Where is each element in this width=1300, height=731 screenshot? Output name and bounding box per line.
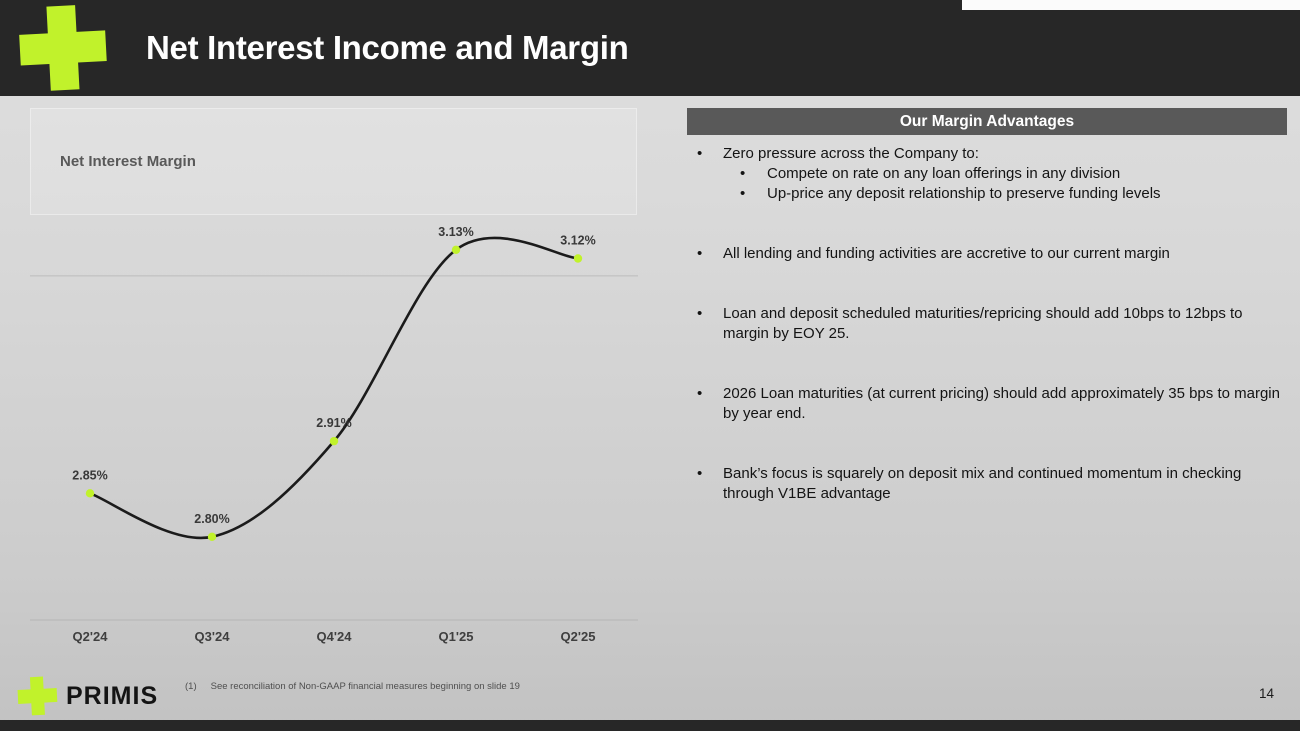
chart-title-panel: Net Interest Margin <box>30 108 637 215</box>
sub-bullet-text: Compete on rate on any loan offerings in… <box>767 165 1121 182</box>
point-label: 3.13% <box>438 225 473 239</box>
footnote: (1) See reconciliation of Non-GAAP financ… <box>185 681 520 692</box>
x-axis-label: Q4'24 <box>317 629 353 644</box>
bullet-item: • Bank’s focus is squarely on deposit mix… <box>687 464 1287 504</box>
chart-marker <box>573 254 583 263</box>
point-label: 2.91% <box>316 416 351 430</box>
bullet-text: 2026 Loan maturities (at current pricing… <box>723 385 1280 422</box>
bullet-text: Bank’s focus is squarely on deposit mix … <box>723 465 1242 502</box>
chart-marker <box>451 245 461 254</box>
advantages-header: Our Margin Advantages <box>687 108 1287 135</box>
x-axis-label: Q2'24 <box>73 629 109 644</box>
primis-plus-small-icon <box>17 676 58 716</box>
advantages-title: Our Margin Advantages <box>899 112 1075 130</box>
header-bar <box>0 0 1300 96</box>
advantages-list: • Zero pressure across the Company to: • Co… <box>687 144 1287 544</box>
page-number: 14 <box>1258 686 1274 701</box>
footnote-number: (1) <box>185 681 197 692</box>
bullet-item: • Zero pressure across the Company to: <box>687 144 1287 164</box>
page-title: Net Interest Income and Margin <box>146 29 629 66</box>
bullet-group: • Bank’s focus is squarely on deposit mix… <box>687 464 1287 504</box>
bullet-text: Zero pressure across the Company to: <box>723 145 979 162</box>
bullet-item: • 2026 Loan maturities (at current pricin… <box>687 384 1287 424</box>
bullet-dot: • <box>697 465 703 482</box>
x-axis-label: Q2'25 <box>561 629 596 644</box>
bullet-group: • Zero pressure across the Company to: • Co… <box>687 144 1287 204</box>
bullet-group: • All lending and funding activities are … <box>687 244 1287 264</box>
bullet-group: • 2026 Loan maturities (at current pricin… <box>687 384 1287 424</box>
bullet-dot: • <box>697 385 703 402</box>
bottom-bar <box>0 720 1300 731</box>
point-label: 3.12% <box>560 233 595 247</box>
sub-bullet-text: Up-price any deposit relationship to pre… <box>767 185 1161 202</box>
point-label: 2.85% <box>72 468 107 482</box>
chart-marker <box>207 532 217 542</box>
sub-bullet-item: • Up-price any deposit relationship to pr… <box>687 184 1287 204</box>
bullet-dot: • <box>697 145 703 162</box>
point-label: 2.80% <box>194 512 229 526</box>
bullet-item: • All lending and funding activities are … <box>687 244 1287 264</box>
bullet-dot: • <box>697 305 703 322</box>
x-axis-label: Q3'24 <box>195 629 231 644</box>
bullet-text: Loan and deposit scheduled maturities/re… <box>723 305 1243 342</box>
bullet-dot: • <box>697 245 703 262</box>
chart-title: Net Interest Margin <box>60 153 196 170</box>
brand-text: PRIMIS <box>66 681 159 710</box>
bullet-dot: • <box>740 185 746 202</box>
chart-line <box>88 236 580 540</box>
bullet-item: • Loan and deposit scheduled maturities/r… <box>687 304 1287 344</box>
nim-chart: 2.85% Q2'24 2.80% Q3'24 2.91% Q4'24 3.13% Q1'25… <box>30 225 638 644</box>
bullet-dot: • <box>740 165 746 182</box>
primis-plus-icon <box>19 5 107 91</box>
chart-marker <box>85 489 95 498</box>
sub-bullet-item: • Compete on rate on any loan offerings i… <box>687 164 1287 184</box>
footnote-text: See reconciliation of Non-GAAP financial… <box>210 681 520 692</box>
bullet-group: • Loan and deposit scheduled maturities/r… <box>687 304 1287 344</box>
bullet-text: All lending and funding activities are a… <box>723 245 1170 262</box>
top-right-strip <box>962 0 1300 10</box>
brand: PRIMIS <box>16 674 158 718</box>
chart-marker <box>329 436 339 446</box>
x-axis-label: Q1'25 <box>439 629 474 644</box>
